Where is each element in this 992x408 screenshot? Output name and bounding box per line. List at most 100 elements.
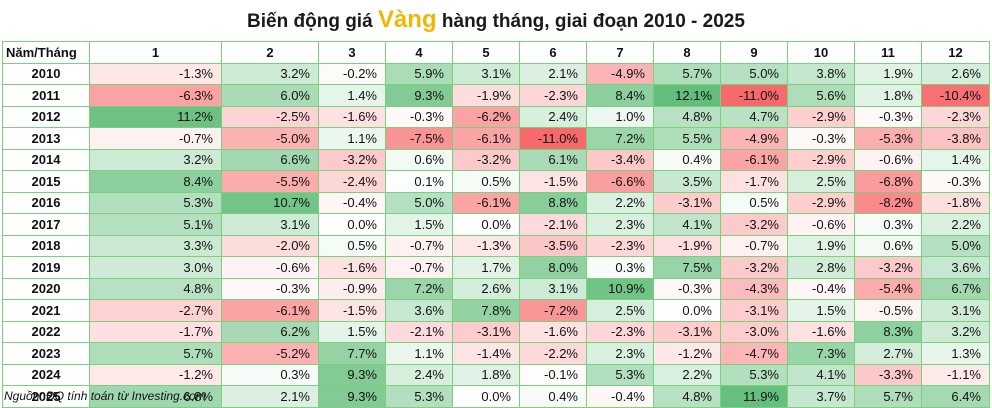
heat-cell: 2.2%: [921, 213, 990, 236]
month-header: 7: [586, 41, 654, 64]
heatmap-table: Năm/Tháng 1 2 3 4 5 6 7 8 9 10 11 12 2010 -1.3% 3.2% -…: [2, 41, 990, 408]
heat-cell: -0.3%: [221, 277, 319, 300]
heat-cell: 2.5%: [787, 170, 855, 193]
month-header: 5: [452, 41, 520, 64]
heat-cell: -11.0%: [519, 127, 587, 150]
heat-cell: 1.1%: [385, 342, 453, 365]
heat-cell: 5.0%: [385, 191, 453, 214]
heat-cell: -1.4%: [452, 342, 520, 365]
heat-cell: -3.2%: [854, 256, 922, 279]
heat-cell: -1.6%: [519, 320, 587, 343]
heat-cell: -6.1%: [452, 191, 520, 214]
heat-cell: -3.1%: [452, 320, 520, 343]
heat-cell: -2.3%: [519, 84, 587, 107]
heat-cell: -2.9%: [787, 148, 855, 171]
year-label: 2010: [2, 62, 90, 85]
heat-cell: -1.6%: [318, 256, 386, 279]
heat-cell: 0.5%: [720, 191, 788, 214]
heat-cell: -4.7%: [720, 342, 788, 365]
heat-cell: 5.9%: [385, 62, 453, 85]
heat-cell: -0.6%: [787, 213, 855, 236]
year-row: 2022 -1.7% 6.2% 1.5% -2.1% -3.1% -1.6% -2.3% -3.…: [2, 320, 990, 343]
heat-cell: -2.1%: [385, 320, 453, 343]
heat-cell: -2.3%: [921, 105, 990, 128]
heat-cell: 8.8%: [519, 191, 587, 214]
heat-cell: 9.3%: [318, 385, 386, 408]
heat-cell: 3.6%: [385, 299, 453, 322]
heat-cell: -3.4%: [586, 148, 654, 171]
heat-cell: -2.4%: [318, 170, 386, 193]
heat-cell: 1.8%: [452, 363, 520, 386]
month-header: 12: [921, 41, 990, 64]
heat-cell: 3.8%: [787, 62, 855, 85]
heat-cell: 3.7%: [787, 385, 855, 408]
heat-cell: -1.2%: [653, 342, 721, 365]
year-label: 2013: [2, 127, 90, 150]
heat-cell: -0.7%: [385, 234, 453, 257]
heat-cell: 0.4%: [653, 148, 721, 171]
heat-cell: -1.3%: [452, 234, 520, 257]
heat-cell: -6.8%: [854, 170, 922, 193]
heat-cell: 4.1%: [787, 363, 855, 386]
year-label: 2018: [2, 234, 90, 257]
heat-cell: 5.3%: [586, 363, 654, 386]
heat-cell: -1.1%: [921, 363, 990, 386]
heat-cell: 2.5%: [586, 299, 654, 322]
year-row: 2017 5.1% 3.1% 0.0% 1.5% 0.0% -2.1% 2.3% 4.1% -3.…: [2, 213, 990, 236]
year-row: 2018 3.3% -2.0% 0.5% -0.7% -1.3% -3.5% -2.3% -1.…: [2, 234, 990, 257]
heat-cell: 3.5%: [653, 170, 721, 193]
heat-cell: 11.2%: [89, 105, 222, 128]
month-header: 3: [318, 41, 386, 64]
heat-cell: -0.3%: [787, 127, 855, 150]
heat-cell: 6.0%: [221, 84, 319, 107]
heat-cell: 0.0%: [452, 213, 520, 236]
heat-cell: -2.2%: [519, 342, 587, 365]
heat-cell: 0.5%: [452, 170, 520, 193]
month-header: 8: [653, 41, 721, 64]
heat-cell: -8.2%: [854, 191, 922, 214]
month-header: 10: [787, 41, 855, 64]
heat-cell: -0.5%: [854, 299, 922, 322]
heat-cell: 4.8%: [653, 385, 721, 408]
heat-cell: 6.1%: [519, 148, 587, 171]
heat-cell: 5.6%: [787, 84, 855, 107]
heat-cell: -1.3%: [89, 62, 222, 85]
year-label: 2023: [2, 342, 90, 365]
heat-cell: 9.3%: [318, 363, 386, 386]
heat-cell: 9.3%: [385, 84, 453, 107]
month-header: 11: [854, 41, 922, 64]
heat-cell: -7.5%: [385, 127, 453, 150]
heat-cell: 3.2%: [921, 320, 990, 343]
heat-cell: -4.3%: [720, 277, 788, 300]
year-row: 2013 -0.7% -5.0% 1.1% -7.5% -6.1% -11.0% 7.2% 5.…: [2, 127, 990, 150]
heat-cell: -6.3%: [89, 84, 222, 107]
heat-cell: 5.0%: [921, 234, 990, 257]
heat-cell: -2.7%: [89, 299, 222, 322]
heat-cell: -11.0%: [720, 84, 788, 107]
heat-cell: -0.2%: [318, 62, 386, 85]
heat-cell: -0.4%: [787, 277, 855, 300]
month-header: 9: [720, 41, 788, 64]
heat-cell: 6.2%: [221, 320, 319, 343]
heat-cell: 4.8%: [653, 105, 721, 128]
month-header: 2: [221, 41, 319, 64]
year-label: 2025: [2, 385, 90, 408]
heat-cell: -2.3%: [586, 320, 654, 343]
heat-cell: 5.3%: [385, 385, 453, 408]
heat-cell: 1.3%: [921, 342, 990, 365]
heat-cell: 5.3%: [89, 191, 222, 214]
heat-cell: -6.1%: [720, 148, 788, 171]
heat-cell: 0.0%: [653, 299, 721, 322]
heat-cell: -3.2%: [318, 148, 386, 171]
year-label: 2019: [2, 256, 90, 279]
year-row: 2020 4.8% -0.3% -0.9% 7.2% 2.6% 3.1% 10.9% -0.3%…: [2, 277, 990, 300]
heat-cell: -3.2%: [720, 256, 788, 279]
heat-cell: 3.1%: [519, 277, 587, 300]
year-row: 2016 5.3% 10.7% -0.4% 5.0% -6.1% 8.8% 2.2% -3.1%…: [2, 191, 990, 214]
heat-cell: 5.5%: [653, 127, 721, 150]
heat-cell: 2.4%: [385, 363, 453, 386]
title-prefix: Biến động giá: [247, 11, 378, 32]
heat-cell: -1.9%: [653, 234, 721, 257]
heat-cell: 3.0%: [89, 256, 222, 279]
heat-cell: 4.7%: [720, 105, 788, 128]
